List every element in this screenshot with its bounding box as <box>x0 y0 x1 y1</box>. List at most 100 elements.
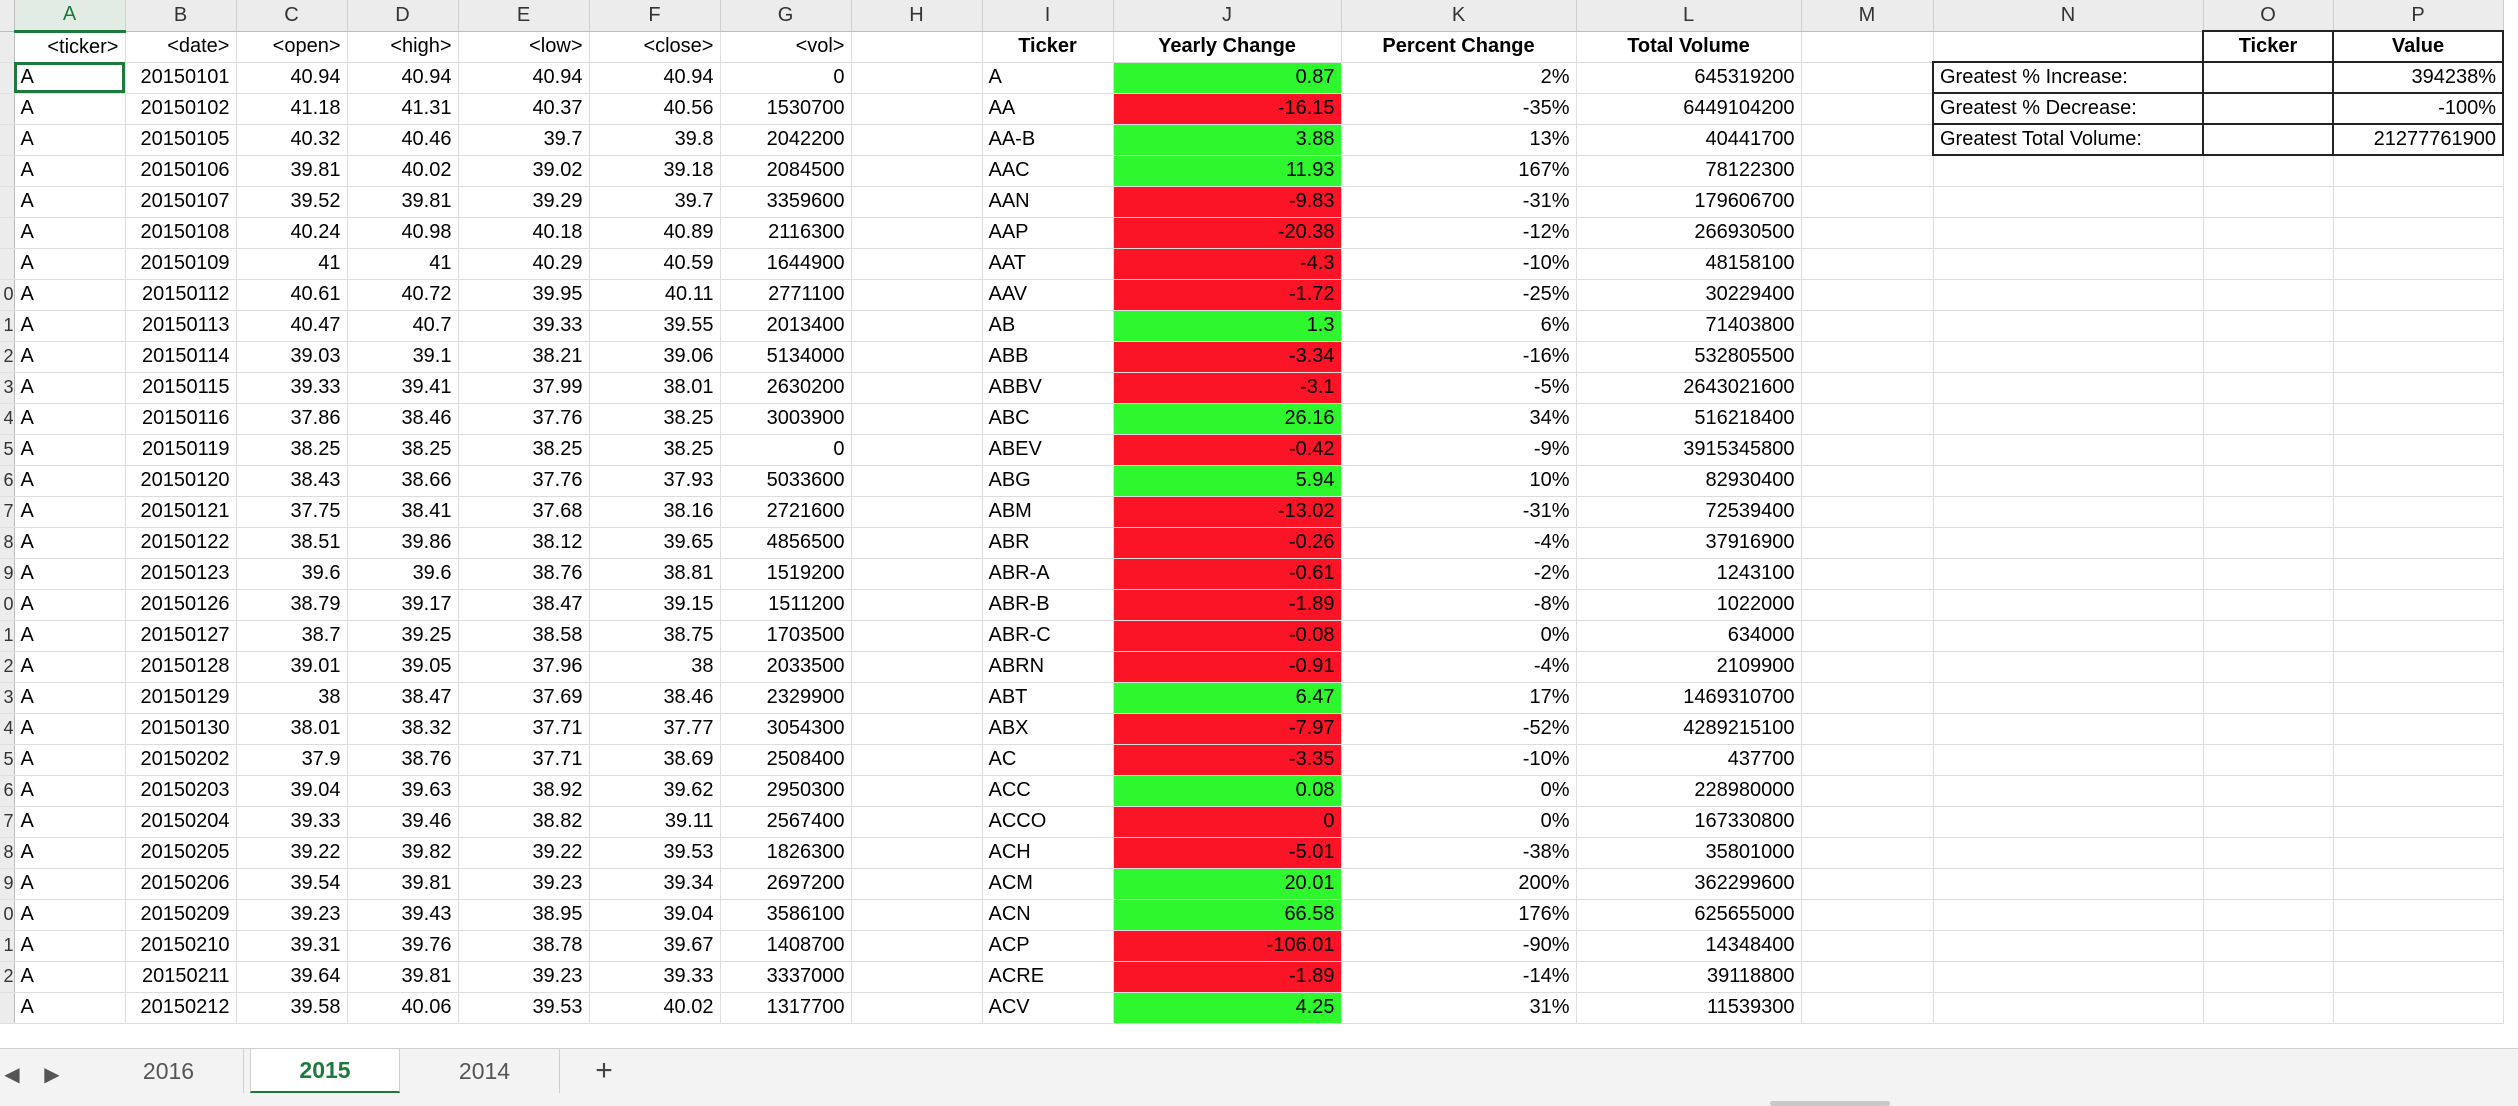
empty-cell[interactable] <box>1801 403 1934 435</box>
raw-data-cell[interactable]: 39.41 <box>347 372 459 404</box>
column-header-f[interactable]: F <box>589 0 721 32</box>
empty-cell[interactable] <box>2333 341 2504 373</box>
raw-data-cell[interactable]: 37.77 <box>589 713 721 745</box>
raw-data-cell[interactable]: A <box>14 372 126 404</box>
raw-data-cell[interactable]: A <box>14 403 126 435</box>
yearly-change-cell[interactable]: -0.91 <box>1113 651 1342 683</box>
raw-data-cell[interactable]: 20150120 <box>125 465 237 497</box>
raw-data-cell[interactable]: 39.62 <box>589 775 721 807</box>
yearly-change-cell[interactable]: -7.97 <box>1113 713 1342 745</box>
percent-change-cell[interactable]: -2% <box>1341 558 1577 590</box>
empty-cell[interactable] <box>1801 744 1934 776</box>
row-number[interactable] <box>0 124 15 156</box>
summary-header-yearly-change[interactable]: Yearly Change <box>1113 31 1342 63</box>
percent-change-cell[interactable]: -25% <box>1341 279 1577 311</box>
yearly-change-cell[interactable]: 11.93 <box>1113 155 1342 187</box>
raw-data-cell[interactable]: 1317700 <box>720 992 852 1024</box>
empty-cell[interactable] <box>851 558 983 590</box>
raw-data-cell[interactable]: 38.69 <box>589 744 721 776</box>
yearly-change-cell[interactable]: -1.72 <box>1113 279 1342 311</box>
raw-data-cell[interactable]: 2042200 <box>720 124 852 156</box>
raw-data-cell[interactable]: 20150105 <box>125 124 237 156</box>
raw-data-cell[interactable]: 38.12 <box>458 527 590 559</box>
column-header-o[interactable]: O <box>2203 0 2334 32</box>
raw-column-header-cell[interactable]: <ticker> <box>14 31 126 63</box>
raw-data-cell[interactable]: 39.25 <box>347 620 459 652</box>
raw-data-cell[interactable]: 38.75 <box>589 620 721 652</box>
empty-cell[interactable] <box>1933 310 2204 342</box>
empty-cell[interactable] <box>851 155 983 187</box>
raw-data-cell[interactable]: 40.94 <box>347 62 459 94</box>
yearly-change-cell[interactable]: -3.1 <box>1113 372 1342 404</box>
total-volume-cell[interactable]: 2109900 <box>1576 651 1802 683</box>
summary-ticker-cell[interactable]: ACM <box>982 868 1114 900</box>
raw-data-cell[interactable]: A <box>14 992 126 1024</box>
raw-data-cell[interactable]: 39.01 <box>236 651 348 683</box>
raw-data-cell[interactable]: A <box>14 837 126 869</box>
summary-ticker-cell[interactable]: ACC <box>982 775 1114 807</box>
selected-cell[interactable]: A <box>14 62 126 94</box>
empty-cell[interactable] <box>2203 651 2334 683</box>
raw-data-cell[interactable]: 39.6 <box>236 558 348 590</box>
raw-data-cell[interactable]: 20150209 <box>125 899 237 931</box>
raw-data-cell[interactable]: 20150112 <box>125 279 237 311</box>
yearly-change-cell[interactable]: 0 <box>1113 806 1342 838</box>
raw-data-cell[interactable]: 38.01 <box>236 713 348 745</box>
raw-data-cell[interactable]: 20150126 <box>125 589 237 621</box>
raw-data-cell[interactable]: 39.7 <box>458 124 590 156</box>
empty-cell[interactable] <box>851 806 983 838</box>
raw-data-cell[interactable]: 20150202 <box>125 744 237 776</box>
empty-cell[interactable] <box>2333 713 2504 745</box>
summary-ticker-cell[interactable]: ABX <box>982 713 1114 745</box>
raw-data-cell[interactable]: 39.46 <box>347 806 459 838</box>
raw-data-cell[interactable]: 40.7 <box>347 310 459 342</box>
raw-data-cell[interactable]: 39.33 <box>236 372 348 404</box>
column-header-l[interactable]: L <box>1576 0 1802 32</box>
summary-ticker-cell[interactable]: ABR-A <box>982 558 1114 590</box>
yearly-change-cell[interactable]: -3.34 <box>1113 341 1342 373</box>
raw-data-cell[interactable]: 40.02 <box>589 992 721 1024</box>
summary-ticker-cell[interactable]: ABRN <box>982 651 1114 683</box>
raw-data-cell[interactable]: 39.23 <box>458 868 590 900</box>
raw-data-cell[interactable]: 37.75 <box>236 496 348 528</box>
total-volume-cell[interactable]: 48158100 <box>1576 248 1802 280</box>
empty-cell[interactable] <box>1801 93 1934 125</box>
row-number[interactable]: 0 <box>0 279 15 311</box>
raw-data-cell[interactable]: 37.71 <box>458 713 590 745</box>
empty-cell[interactable] <box>2203 527 2334 559</box>
row-number[interactable] <box>0 93 15 125</box>
raw-data-cell[interactable]: 20150114 <box>125 341 237 373</box>
summary-ticker-cell[interactable]: ABG <box>982 465 1114 497</box>
percent-change-cell[interactable]: 31% <box>1341 992 1577 1024</box>
raw-data-cell[interactable]: 39.8 <box>589 124 721 156</box>
empty-cell[interactable] <box>1801 713 1934 745</box>
raw-data-cell[interactable]: 40.59 <box>589 248 721 280</box>
empty-cell[interactable] <box>2203 248 2334 280</box>
empty-cell[interactable] <box>2333 961 2504 993</box>
raw-data-cell[interactable]: 39.43 <box>347 899 459 931</box>
empty-cell[interactable] <box>1801 496 1934 528</box>
raw-data-cell[interactable]: 40.89 <box>589 217 721 249</box>
raw-data-cell[interactable]: 38.25 <box>347 434 459 466</box>
add-sheet-button[interactable]: + <box>595 1054 613 1087</box>
row-number[interactable]: 6 <box>0 775 15 807</box>
raw-data-cell[interactable]: 37.86 <box>236 403 348 435</box>
raw-data-cell[interactable]: 38.66 <box>347 465 459 497</box>
empty-cell[interactable] <box>1801 620 1934 652</box>
raw-data-cell[interactable]: 20150211 <box>125 961 237 993</box>
raw-data-cell[interactable]: 2033500 <box>720 651 852 683</box>
raw-data-cell[interactable]: 40.18 <box>458 217 590 249</box>
next-sheet-arrow-icon[interactable]: ▶ <box>44 1063 60 1086</box>
raw-data-cell[interactable]: 38.25 <box>589 434 721 466</box>
yearly-change-cell[interactable]: -1.89 <box>1113 589 1342 621</box>
raw-data-cell[interactable]: 5134000 <box>720 341 852 373</box>
empty-cell[interactable] <box>2333 682 2504 714</box>
yearly-change-cell[interactable]: 6.47 <box>1113 682 1342 714</box>
raw-data-cell[interactable]: 20150130 <box>125 713 237 745</box>
empty-cell[interactable] <box>1801 961 1934 993</box>
yearly-change-cell[interactable]: 66.58 <box>1113 899 1342 931</box>
empty-cell[interactable] <box>851 930 983 962</box>
empty-cell[interactable] <box>1801 558 1934 590</box>
empty-cell[interactable] <box>851 744 983 776</box>
empty-cell[interactable] <box>1801 186 1934 218</box>
